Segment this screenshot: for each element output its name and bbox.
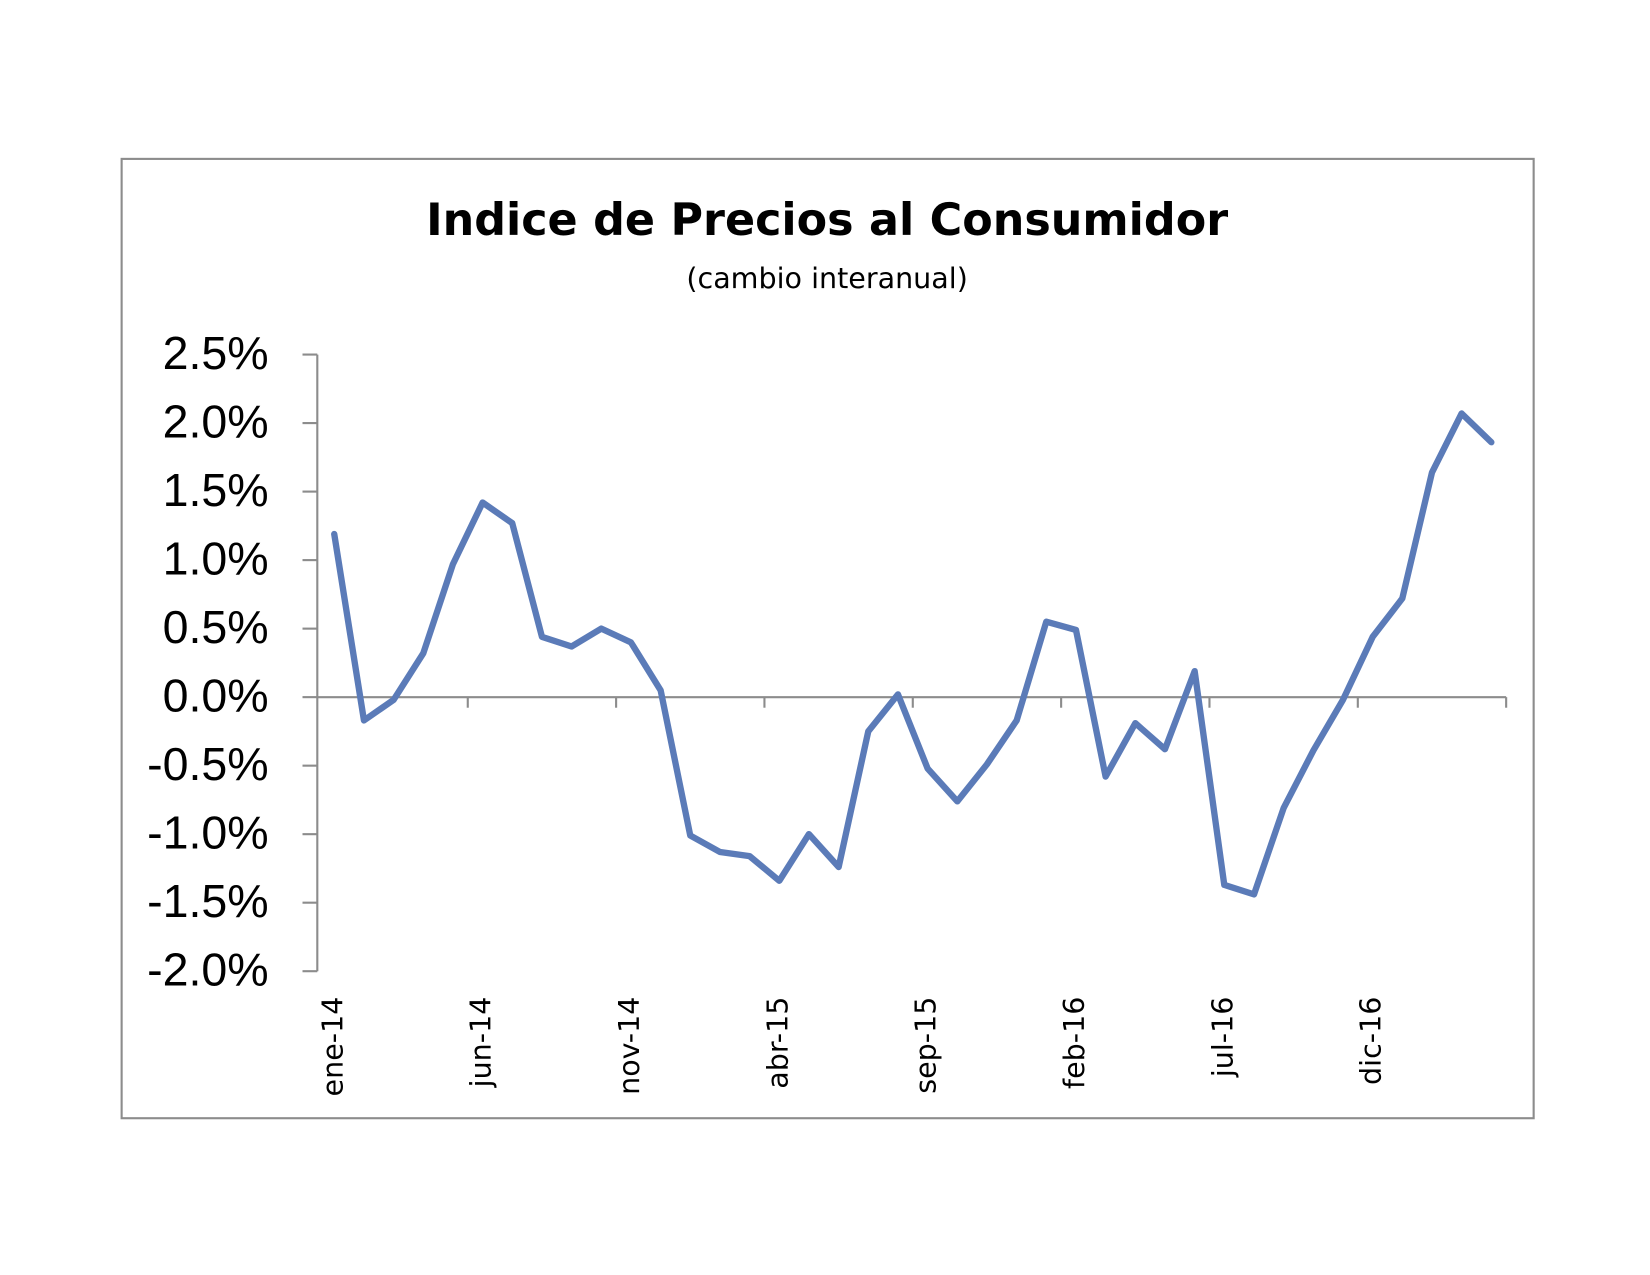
y-tick-label: 0.5% [163,601,269,653]
x-tick-label: jul-16 [1205,997,1239,1079]
x-tick-label: sep-15 [909,997,943,1094]
y-tick-label: -2.0% [147,944,269,996]
chart-frame [120,157,1535,1120]
x-tick-label: nov-14 [612,997,646,1095]
x-tick-label: dic-16 [1354,997,1388,1085]
chart-title: Indice de Precios al Consumidor [426,195,1228,246]
y-tick-label: 2.0% [163,395,269,447]
chart-subtitle: (cambio interanual) [686,261,967,295]
y-tick-label: 2.5% [163,327,269,379]
y-tick-label: 1.5% [163,464,269,516]
x-tick-label: jun-14 [464,997,498,1089]
y-tick-label: 0.0% [163,670,269,722]
y-tick-label: -1.0% [147,807,269,859]
x-tick-label: ene-14 [315,997,349,1097]
y-tick-label: 1.0% [163,533,269,585]
data-line [331,410,1495,898]
y-tick-label: -0.5% [147,738,269,790]
x-tick-label: abr-15 [760,997,794,1089]
x-tick-label: feb-16 [1057,997,1091,1089]
y-tick-label: -1.5% [147,875,269,927]
